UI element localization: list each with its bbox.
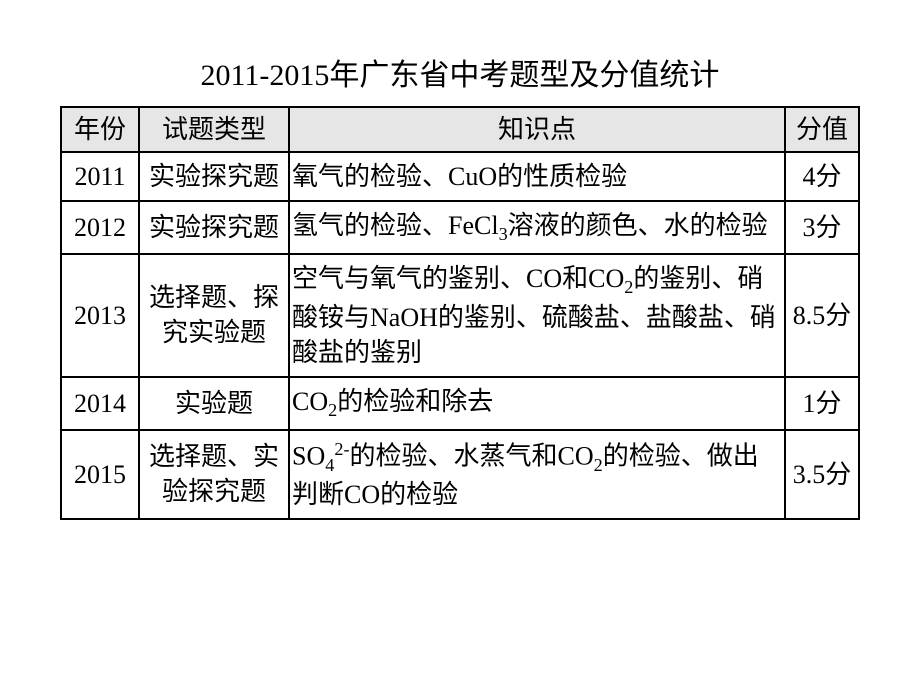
cell-type: 选择题、探究实验题 [139, 254, 289, 377]
cell-year: 2012 [61, 201, 139, 254]
header-year: 年份 [61, 107, 139, 152]
table-row: 2013 选择题、探究实验题 空气与氧气的鉴别、CO和CO2的鉴别、硝酸铵与Na… [61, 254, 859, 377]
cell-year: 2015 [61, 430, 139, 520]
cell-year: 2011 [61, 152, 139, 201]
cell-type: 实验探究题 [139, 152, 289, 201]
cell-type: 实验探究题 [139, 201, 289, 254]
cell-year: 2013 [61, 254, 139, 377]
table-row: 2011 实验探究题 氧气的检验、CuO的性质检验 4分 [61, 152, 859, 201]
page-title: 2011-2015年广东省中考题型及分值统计 [60, 50, 860, 94]
header-topic: 知识点 [289, 107, 785, 152]
table-row: 2014 实验题 CO2的检验和除去 1分 [61, 377, 859, 430]
cell-topic: SO42-的检验、水蒸气和CO2的检验、做出判断CO的检验 [289, 430, 785, 520]
table-row: 2015 选择题、实验探究题 SO42-的检验、水蒸气和CO2的检验、做出判断C… [61, 430, 859, 520]
cell-score: 3分 [785, 201, 859, 254]
cell-topic: 氧气的检验、CuO的性质检验 [289, 152, 785, 201]
cell-type: 实验题 [139, 377, 289, 430]
table-body: 2011 实验探究题 氧气的检验、CuO的性质检验 4分 2012 实验探究题 … [61, 152, 859, 519]
cell-topic: CO2的检验和除去 [289, 377, 785, 430]
cell-score: 1分 [785, 377, 859, 430]
cell-year: 2014 [61, 377, 139, 430]
header-score: 分值 [785, 107, 859, 152]
table-header-row: 年份 试题类型 知识点 分值 [61, 107, 859, 152]
table-row: 2012 实验探究题 氢气的检验、FeCl3溶液的颜色、水的检验 3分 [61, 201, 859, 254]
cell-score: 3.5分 [785, 430, 859, 520]
cell-score: 8.5分 [785, 254, 859, 377]
cell-topic: 氢气的检验、FeCl3溶液的颜色、水的检验 [289, 201, 785, 254]
cell-topic: 空气与氧气的鉴别、CO和CO2的鉴别、硝酸铵与NaOH的鉴别、硫酸盐、盐酸盐、硝… [289, 254, 785, 377]
header-type: 试题类型 [139, 107, 289, 152]
cell-score: 4分 [785, 152, 859, 201]
cell-type: 选择题、实验探究题 [139, 430, 289, 520]
stats-table: 年份 试题类型 知识点 分值 2011 实验探究题 氧气的检验、CuO的性质检验… [60, 106, 860, 520]
